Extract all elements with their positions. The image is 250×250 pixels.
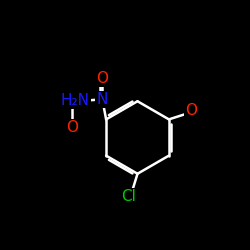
Text: O: O	[66, 120, 78, 135]
Text: O: O	[96, 71, 108, 86]
Text: H₂N: H₂N	[60, 93, 89, 108]
Text: O: O	[185, 103, 197, 118]
Text: Cl: Cl	[121, 189, 136, 204]
Text: N: N	[97, 92, 108, 107]
